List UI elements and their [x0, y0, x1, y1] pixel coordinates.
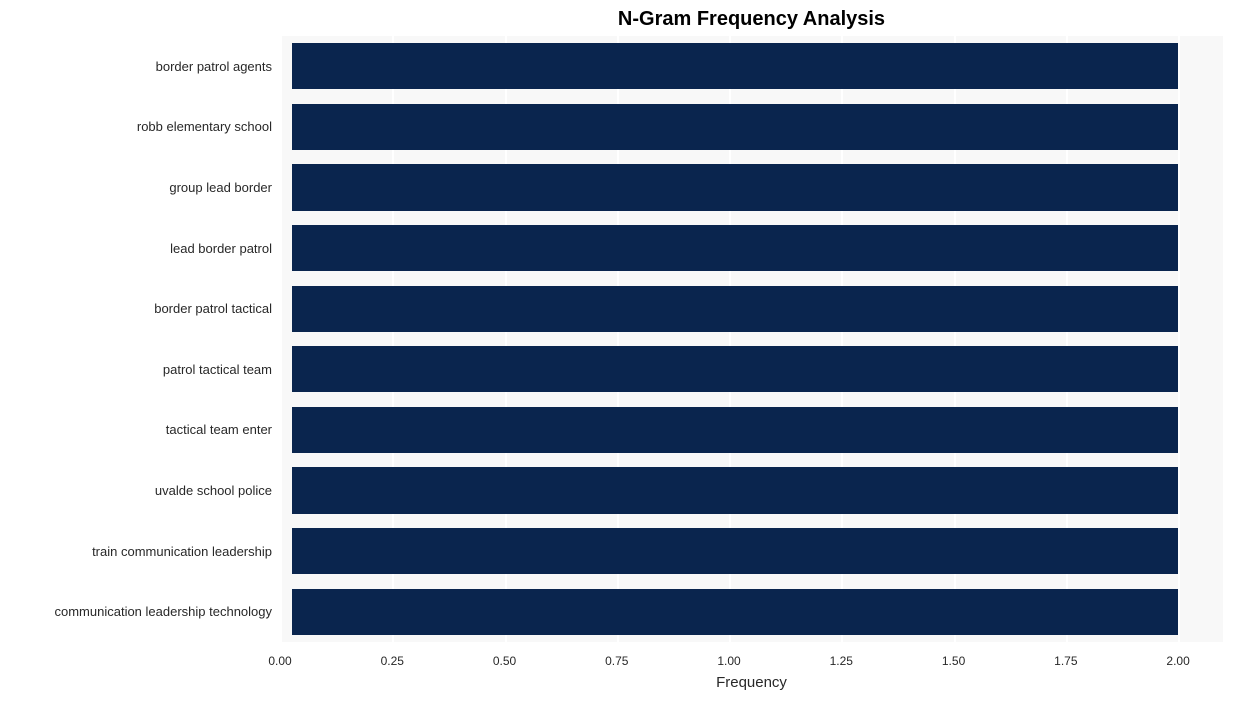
bar: [292, 407, 1178, 453]
bar: [292, 528, 1178, 574]
y-category-label: tactical team enter: [166, 422, 272, 437]
x-gridline: [1178, 36, 1180, 642]
chart-title: N-Gram Frequency Analysis: [280, 8, 1223, 31]
x-tick-label: 0.25: [381, 654, 404, 668]
y-category-label: lead border patrol: [170, 241, 272, 256]
plot-area: [280, 36, 1223, 642]
x-tick-label: 0.75: [605, 654, 628, 668]
bar: [292, 467, 1178, 513]
y-category-label: group lead border: [169, 180, 272, 195]
bar: [292, 589, 1178, 635]
bar: [292, 286, 1178, 332]
y-category-label: communication leadership technology: [54, 604, 272, 619]
x-tick-label: 1.50: [942, 654, 965, 668]
bar: [292, 346, 1178, 392]
x-tick-label: 0.00: [268, 654, 291, 668]
y-category-label: robb elementary school: [137, 119, 272, 134]
y-category-label: train communication leadership: [92, 544, 272, 559]
x-tick-label: 2.00: [1166, 654, 1189, 668]
bar: [292, 164, 1178, 210]
y-category-label: border patrol tactical: [154, 301, 272, 316]
y-category-label: border patrol agents: [156, 59, 272, 74]
x-tick-label: 1.75: [1054, 654, 1077, 668]
y-category-label: uvalde school police: [155, 483, 272, 498]
chart-container: N-Gram Frequency Analysis Frequency 0.00…: [0, 0, 1233, 701]
y-category-label: patrol tactical team: [163, 362, 272, 377]
x-tick-label: 0.50: [493, 654, 516, 668]
x-tick-label: 1.25: [830, 654, 853, 668]
bar: [292, 225, 1178, 271]
x-tick-label: 1.00: [717, 654, 740, 668]
bar: [292, 104, 1178, 150]
bar: [292, 43, 1178, 89]
x-gridline: [280, 36, 282, 642]
x-axis-title: Frequency: [716, 674, 787, 691]
